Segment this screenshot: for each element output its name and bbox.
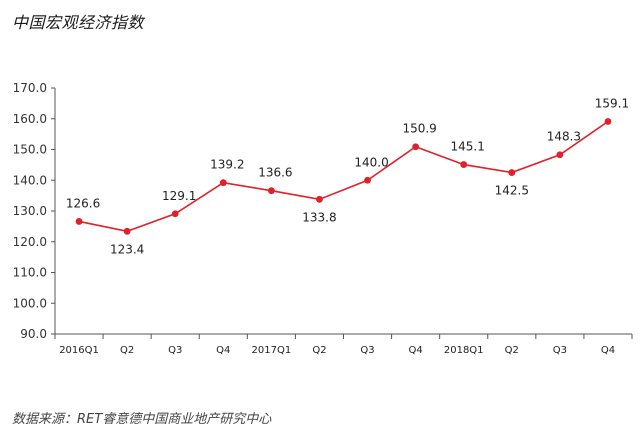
data-point xyxy=(460,161,468,168)
x-tick-label: Q3 xyxy=(168,345,182,356)
data-point xyxy=(508,169,516,176)
data-label: 150.9 xyxy=(402,122,436,136)
data-point xyxy=(556,151,564,159)
data-label: 145.1 xyxy=(451,140,485,154)
x-tick-label: Q3 xyxy=(360,345,374,356)
x-tick-label: Q4 xyxy=(601,345,615,356)
y-tick-label: 100.0 xyxy=(13,296,47,310)
x-tick-label: Q4 xyxy=(216,345,230,356)
chart-title: 中国宏观经济指数 xyxy=(12,13,145,32)
data-point xyxy=(75,218,83,225)
data-label: 129.1 xyxy=(162,189,196,203)
data-label: 148.3 xyxy=(547,130,581,144)
x-tick-label: 2016Q1 xyxy=(59,345,99,356)
data-point xyxy=(364,176,371,184)
x-tick-label: Q4 xyxy=(409,345,423,356)
data-label: 142.5 xyxy=(495,184,529,198)
data-label: 126.6 xyxy=(66,196,100,210)
y-tick-label: 140.0 xyxy=(13,173,47,187)
data-label: 159.1 xyxy=(595,97,629,111)
data-point xyxy=(316,195,323,203)
y-tick-label: 170.0 xyxy=(13,81,47,95)
y-tick-label: 90.0 xyxy=(20,327,47,341)
series-polyline xyxy=(78,120,609,233)
series-line xyxy=(78,120,609,233)
data-point xyxy=(219,179,227,187)
data-label: 136.6 xyxy=(258,166,292,180)
x-tick-label: 2018Q1 xyxy=(444,345,484,356)
data-label: 140.0 xyxy=(354,155,388,169)
data-point xyxy=(412,143,420,151)
y-tick-label: 160.0 xyxy=(13,112,47,126)
y-tick-label: 120.0 xyxy=(13,235,47,249)
data-label: 123.4 xyxy=(110,242,144,256)
data-point xyxy=(171,210,179,218)
x-tick-label: Q2 xyxy=(505,345,519,356)
x-tick-label: Q3 xyxy=(553,345,567,356)
data-point xyxy=(267,187,275,195)
y-tick-label: 130.0 xyxy=(13,204,47,218)
data-point xyxy=(604,118,612,125)
x-tick-label: Q2 xyxy=(120,345,134,356)
y-tick-label: 110.0 xyxy=(13,266,47,280)
data-points xyxy=(75,118,612,235)
x-tick-label: Q2 xyxy=(312,345,326,356)
axes: 90.0 100.0 110.0 120.0 130.0 140.0 150.0 160.0 1… xyxy=(13,81,633,356)
data-label: 139.2 xyxy=(210,158,244,172)
source-note: 数据来源：RET睿意德中国商业地产研究中心 xyxy=(12,412,272,427)
data-labels: 126.6 123.4 129.1 139.2 136.6 133.8 140.0 150.9… xyxy=(66,97,629,257)
y-tick-label: 150.0 xyxy=(13,143,47,157)
data-label: 133.8 xyxy=(302,210,336,224)
x-tick-label: 2017Q1 xyxy=(252,345,292,356)
data-point xyxy=(123,227,131,235)
